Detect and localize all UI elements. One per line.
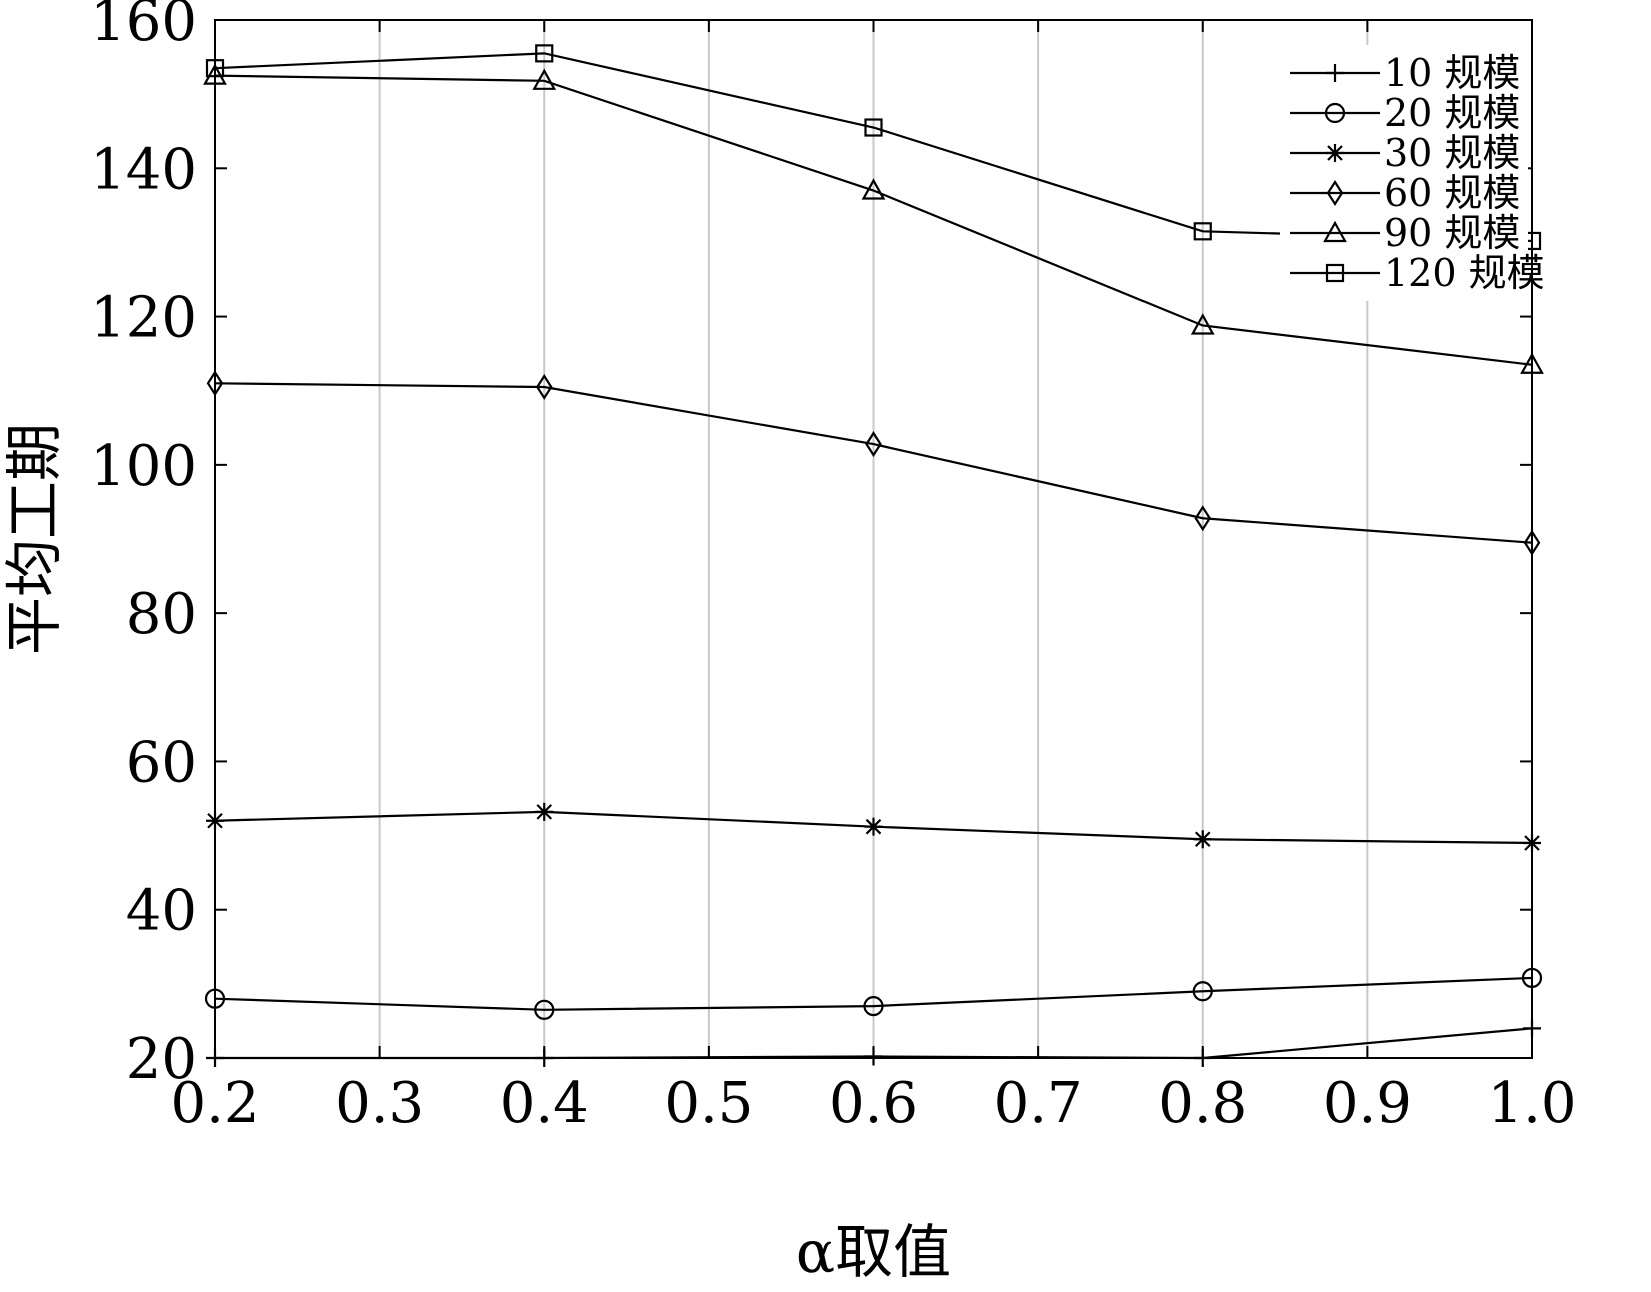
data-point-60-scale	[535, 373, 553, 401]
legend-item-90-scale: 90 规模	[1290, 211, 1520, 255]
y-tick-label: 60	[126, 730, 197, 795]
data-point-90-scale	[1520, 352, 1544, 374]
data-point-30-scale	[1523, 833, 1541, 852]
legend-label: 120 规模	[1384, 251, 1545, 295]
data-point-60-scale	[865, 431, 882, 458]
legend-label: 20 规模	[1384, 91, 1520, 135]
x-tick-label: 0.5	[664, 1071, 753, 1136]
data-point-60-scale	[1194, 505, 1212, 532]
y-tick-label: 80	[126, 582, 197, 647]
grid	[378, 20, 1369, 1058]
legend-marker	[1326, 144, 1344, 162]
legend-marker	[1325, 263, 1345, 283]
legend-item-10-scale: 10 规模	[1290, 51, 1520, 95]
data-point-20-scale	[204, 988, 226, 1009]
data-point-30-scale	[1193, 830, 1212, 849]
x-tick-label: 0.2	[170, 1071, 259, 1136]
data-point-120-scale	[535, 44, 554, 63]
tick-labels: 0.2 0.3 0.4 0.5 0.6 0.7 0.8 0.9 1.0 20 40 60 80 100 12…	[90, 0, 1576, 1136]
data-point-30-scale	[864, 817, 883, 836]
data-point-20-scale	[1192, 981, 1213, 1002]
data-point-90-scale	[203, 63, 227, 85]
series-line-90-scale	[214, 74, 1533, 366]
legend-item-20-scale: 20 规模	[1290, 91, 1520, 135]
legend-marker	[1326, 64, 1344, 82]
data-point-60-scale	[1523, 529, 1541, 556]
data-point-10-scale	[1193, 1049, 1212, 1067]
data-point-60-scale	[206, 370, 224, 397]
data-point-90-scale	[532, 68, 557, 90]
data-point-90-scale	[861, 178, 886, 200]
data-point-10-scale	[864, 1047, 883, 1066]
data-point-120-scale	[1193, 222, 1212, 241]
series-line-20-scale	[214, 976, 1533, 1011]
series-30-scale	[206, 802, 1541, 852]
legend-label: 90 规模	[1384, 211, 1520, 255]
data-point-20-scale	[1521, 967, 1543, 989]
series-20-scale	[204, 967, 1543, 1020]
legend-item-120-scale: 120 规模	[1290, 251, 1545, 295]
series-90-scale	[203, 63, 1544, 374]
legend-item-30-scale: 30 规模	[1290, 131, 1520, 175]
y-tick-label: 100	[90, 434, 197, 499]
legend-marker	[1324, 102, 1346, 124]
data-point-120-scale	[864, 118, 883, 137]
y-tick-label: 140	[90, 137, 197, 202]
legend-label: 10 规模	[1384, 51, 1520, 95]
x-tick-label: 0.3	[335, 1071, 424, 1136]
x-tick-label: 0.4	[500, 1071, 589, 1136]
x-tick-label: 0.6	[829, 1071, 918, 1136]
legend-label: 60 规模	[1384, 171, 1520, 215]
x-axis-label: α取值	[796, 1218, 951, 1286]
x-tick-label: 1.0	[1487, 1071, 1576, 1136]
series-10-scale	[206, 1019, 1541, 1067]
series-line-60-scale	[214, 382, 1533, 544]
legend-marker	[1326, 179, 1344, 207]
y-tick-label: 160	[90, 0, 197, 54]
legend-label: 30 规模	[1384, 131, 1520, 175]
y-tick-label: 120	[90, 286, 197, 351]
data-point-20-scale	[863, 995, 884, 1017]
data-point-10-scale	[535, 1049, 554, 1067]
data-point-30-scale	[535, 802, 554, 821]
data-point-20-scale	[534, 999, 555, 1020]
x-tick-label: 0.9	[1323, 1071, 1412, 1136]
data-point-10-scale	[206, 1049, 224, 1067]
legend-item-60-scale: 60 规模	[1290, 171, 1520, 215]
data-point-30-scale	[206, 811, 224, 830]
data-point-90-scale	[1190, 313, 1215, 335]
legend-marker	[1323, 220, 1347, 243]
x-tick-label: 0.8	[1158, 1071, 1247, 1136]
data-point-10-scale	[1523, 1019, 1541, 1038]
y-tick-label: 20	[126, 1027, 197, 1092]
y-tick-label: 40	[126, 879, 197, 944]
series-60-scale	[206, 370, 1541, 556]
x-tick-label: 0.7	[994, 1071, 1083, 1136]
y-axis-label: 平均工期	[0, 423, 68, 655]
series-layer	[203, 44, 1544, 1067]
data-point-120-scale	[205, 59, 225, 78]
legend-background	[1280, 45, 1528, 301]
